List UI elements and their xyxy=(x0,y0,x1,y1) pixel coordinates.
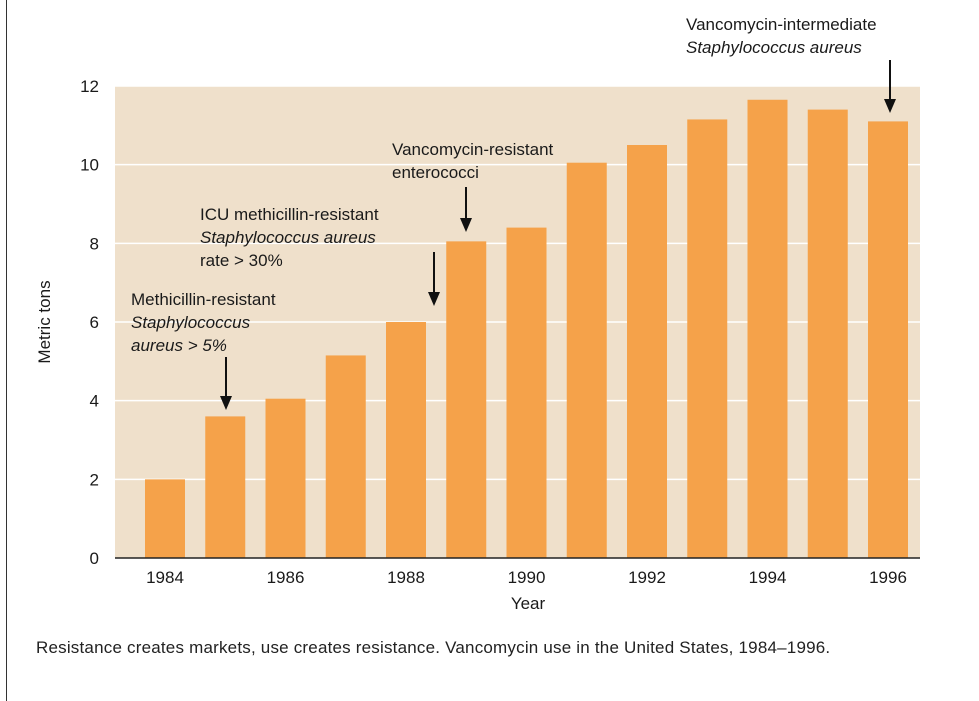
bar-1992 xyxy=(627,145,667,558)
x-tick-label: 1984 xyxy=(146,568,184,587)
y-tick-labels: 0 2 4 6 8 10 12 xyxy=(80,77,99,568)
annotation-mrsa-5pct: Methicillin-resistant Staphylococcus aur… xyxy=(131,290,276,410)
y-tick-label: 0 xyxy=(90,549,99,568)
x-tick-label: 1994 xyxy=(749,568,787,587)
bar-1989 xyxy=(446,241,487,558)
left-border-line xyxy=(6,0,7,701)
annotation-line: Staphylococcus xyxy=(131,313,251,332)
x-tick-label: 1992 xyxy=(628,568,666,587)
arrowhead-icon xyxy=(428,292,440,306)
arrowhead-icon xyxy=(220,396,232,410)
bar-chart: 0 2 4 6 8 10 12 1984 1986 1988 1990 1992 1994 1996 Y… xyxy=(35,15,920,613)
x-tick-label: 1990 xyxy=(508,568,546,587)
y-tick-label: 12 xyxy=(80,77,99,96)
annotation-line: enterococci xyxy=(392,163,479,182)
y-tick-label: 2 xyxy=(90,470,99,489)
annotation-line: rate > 30% xyxy=(200,251,283,270)
annotation-line: Vancomycin-intermediate xyxy=(686,15,877,34)
annotation-line: aureus > 5% xyxy=(131,336,227,355)
bar-1988 xyxy=(386,322,426,558)
annotation-line: Vancomycin-resistant xyxy=(392,140,554,159)
x-axis-title: Year xyxy=(511,594,546,613)
annotation-line: Methicillin-resistant xyxy=(131,290,276,309)
x-tick-label: 1988 xyxy=(387,568,425,587)
annotation-line: Staphylococcus aureus xyxy=(686,38,862,57)
bar-1984 xyxy=(145,479,185,558)
annotation-visa: Vancomycin-intermediate Staphylococcus a… xyxy=(686,15,896,113)
bar-1986 xyxy=(265,398,306,558)
annotation-vre: Vancomycin-resistant enterococci xyxy=(392,140,554,232)
bar-1994 xyxy=(747,99,788,559)
x-tick-labels: 1984 1986 1988 1990 1992 1994 1996 xyxy=(146,568,907,587)
y-tick-label: 6 xyxy=(90,313,99,332)
y-tick-label: 8 xyxy=(90,234,99,253)
bar-1985 xyxy=(205,416,246,558)
y-tick-label: 10 xyxy=(80,156,99,175)
arrowhead-icon xyxy=(884,99,896,113)
y-axis-title: Metric tons xyxy=(35,280,54,363)
annotation-line: Staphylococcus aureus xyxy=(200,228,376,247)
bar-1987 xyxy=(325,355,366,558)
annotation-icu-mrsa: ICU methicillin-resistant Staphylococcus… xyxy=(200,205,440,306)
x-tick-label: 1986 xyxy=(267,568,305,587)
bar-1991 xyxy=(566,162,607,558)
x-tick-label: 1996 xyxy=(869,568,907,587)
y-tick-label: 4 xyxy=(90,392,99,411)
bar-1990 xyxy=(506,227,547,558)
annotation-line: ICU methicillin-resistant xyxy=(200,205,379,224)
bar-1995 xyxy=(807,109,848,558)
figure-caption: Resistance creates markets, use creates … xyxy=(36,638,831,657)
bars xyxy=(145,99,908,559)
bar-1993 xyxy=(687,119,728,558)
bar-1996 xyxy=(868,121,908,559)
arrowhead-icon xyxy=(460,218,472,232)
